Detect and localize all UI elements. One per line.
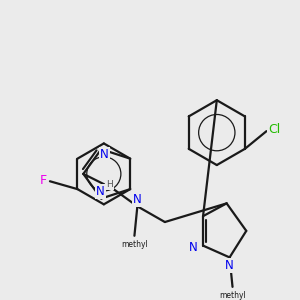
Text: N: N [96, 185, 105, 198]
Text: methyl: methyl [121, 240, 148, 249]
Text: N: N [133, 193, 142, 206]
Text: F: F [40, 174, 46, 187]
Text: N: N [189, 241, 198, 254]
Text: methyl: methyl [219, 291, 246, 300]
Text: N: N [100, 148, 109, 161]
Text: N: N [225, 259, 234, 272]
Text: H: H [106, 180, 112, 189]
Text: Cl: Cl [268, 123, 280, 136]
